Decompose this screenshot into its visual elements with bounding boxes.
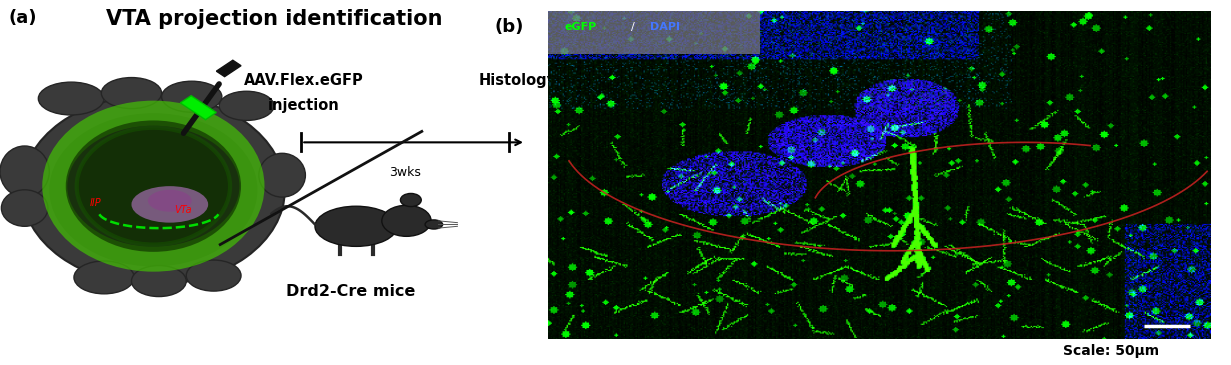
Ellipse shape bbox=[425, 220, 443, 229]
Ellipse shape bbox=[38, 82, 105, 115]
Text: IIP: IIP bbox=[90, 197, 102, 208]
Ellipse shape bbox=[148, 190, 192, 212]
Text: VTa: VTa bbox=[175, 205, 192, 215]
Ellipse shape bbox=[76, 128, 230, 245]
Text: VTA projection identification: VTA projection identification bbox=[106, 9, 442, 29]
Polygon shape bbox=[180, 96, 217, 120]
Text: (a): (a) bbox=[9, 9, 37, 27]
Text: CA1: CA1 bbox=[1216, 103, 1231, 116]
Ellipse shape bbox=[74, 261, 134, 294]
Text: 3wks: 3wks bbox=[389, 166, 421, 179]
Text: Scale: 50μm: Scale: 50μm bbox=[1062, 344, 1158, 358]
Text: DAPI: DAPI bbox=[650, 23, 681, 32]
Text: injection: injection bbox=[268, 98, 340, 113]
Ellipse shape bbox=[219, 91, 273, 120]
Ellipse shape bbox=[1, 190, 48, 226]
Text: (b): (b) bbox=[495, 18, 524, 35]
Ellipse shape bbox=[65, 120, 241, 252]
Ellipse shape bbox=[132, 266, 186, 296]
Ellipse shape bbox=[49, 113, 257, 266]
Text: /: / bbox=[630, 23, 634, 32]
Text: eGFP: eGFP bbox=[564, 23, 597, 32]
Text: AAV.Flex.eGFP: AAV.Flex.eGFP bbox=[244, 73, 364, 88]
Ellipse shape bbox=[0, 146, 49, 197]
Ellipse shape bbox=[101, 78, 161, 109]
FancyBboxPatch shape bbox=[548, 11, 760, 54]
Text: DG: DG bbox=[1216, 208, 1231, 221]
Text: Drd2-Cre mice: Drd2-Cre mice bbox=[286, 284, 415, 300]
Ellipse shape bbox=[259, 153, 305, 197]
Ellipse shape bbox=[132, 186, 208, 223]
Ellipse shape bbox=[382, 205, 431, 237]
Ellipse shape bbox=[22, 95, 284, 285]
Ellipse shape bbox=[186, 260, 241, 291]
Polygon shape bbox=[217, 60, 241, 77]
Ellipse shape bbox=[161, 81, 222, 112]
Text: Histology: Histology bbox=[479, 73, 556, 88]
Ellipse shape bbox=[315, 206, 398, 246]
Ellipse shape bbox=[400, 193, 421, 207]
